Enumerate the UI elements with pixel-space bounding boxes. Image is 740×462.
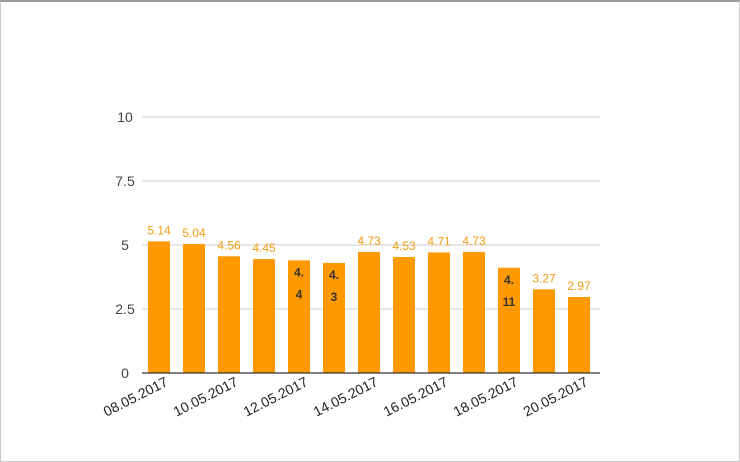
bar: [428, 252, 450, 373]
x-tick-label: 16.05.2017: [381, 373, 451, 419]
y-tick-label: 2.5: [115, 301, 135, 317]
bar: [358, 251, 380, 373]
bar: [393, 257, 415, 373]
data-label: 11: [503, 295, 516, 309]
bar: [183, 243, 205, 373]
x-tick-label: 14.05.2017: [311, 373, 381, 419]
y-tick-label: 5: [121, 237, 129, 253]
x-tick-label: 18.05.2017: [451, 373, 521, 419]
x-tick-label: 08.05.2017: [101, 373, 171, 419]
data-label: 4.: [294, 265, 304, 279]
bar: [218, 256, 240, 373]
data-label: 4.45: [252, 241, 276, 255]
data-label: 4.73: [462, 234, 486, 248]
bar: [463, 251, 485, 373]
data-label: 2.97: [567, 279, 591, 293]
bar: [288, 260, 310, 373]
bar: [568, 296, 590, 373]
data-label: 3: [331, 290, 338, 304]
x-tick-label: 12.05.2017: [241, 373, 311, 419]
data-label: 4.: [504, 273, 514, 287]
bar: [253, 259, 275, 373]
y-tick-label: 0: [121, 365, 129, 381]
data-label: 4.: [329, 268, 339, 282]
x-tick-label: 20.05.2017: [521, 373, 591, 419]
bar: [498, 267, 520, 373]
bar: [323, 262, 345, 373]
bar: [148, 241, 170, 373]
bar: [533, 289, 555, 373]
data-label: 5.04: [182, 226, 206, 240]
data-label: 4.56: [217, 238, 241, 252]
data-label: 5.14: [147, 223, 171, 237]
data-label: 3.27: [532, 271, 556, 285]
data-label: 4.73: [357, 234, 381, 248]
y-tick-label: 7.5: [115, 173, 135, 189]
data-label: 4.71: [427, 234, 451, 248]
x-tick-label: 10.05.2017: [171, 373, 241, 419]
y-tick-label: 10: [117, 109, 133, 125]
data-label: 4: [296, 287, 303, 301]
data-label: 4.53: [392, 239, 416, 253]
